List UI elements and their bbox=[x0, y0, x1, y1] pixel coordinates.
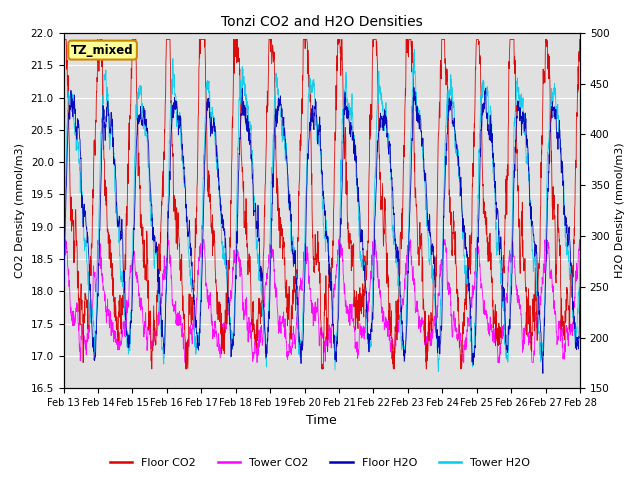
Y-axis label: CO2 Density (mmol/m3): CO2 Density (mmol/m3) bbox=[15, 143, 25, 278]
Text: TZ_mixed: TZ_mixed bbox=[71, 44, 134, 57]
Y-axis label: H2O Density (mmol/m3): H2O Density (mmol/m3) bbox=[615, 143, 625, 278]
X-axis label: Time: Time bbox=[307, 414, 337, 427]
Title: Tonzi CO2 and H2O Densities: Tonzi CO2 and H2O Densities bbox=[221, 15, 422, 29]
Legend: Floor CO2, Tower CO2, Floor H2O, Tower H2O: Floor CO2, Tower CO2, Floor H2O, Tower H… bbox=[105, 453, 535, 472]
